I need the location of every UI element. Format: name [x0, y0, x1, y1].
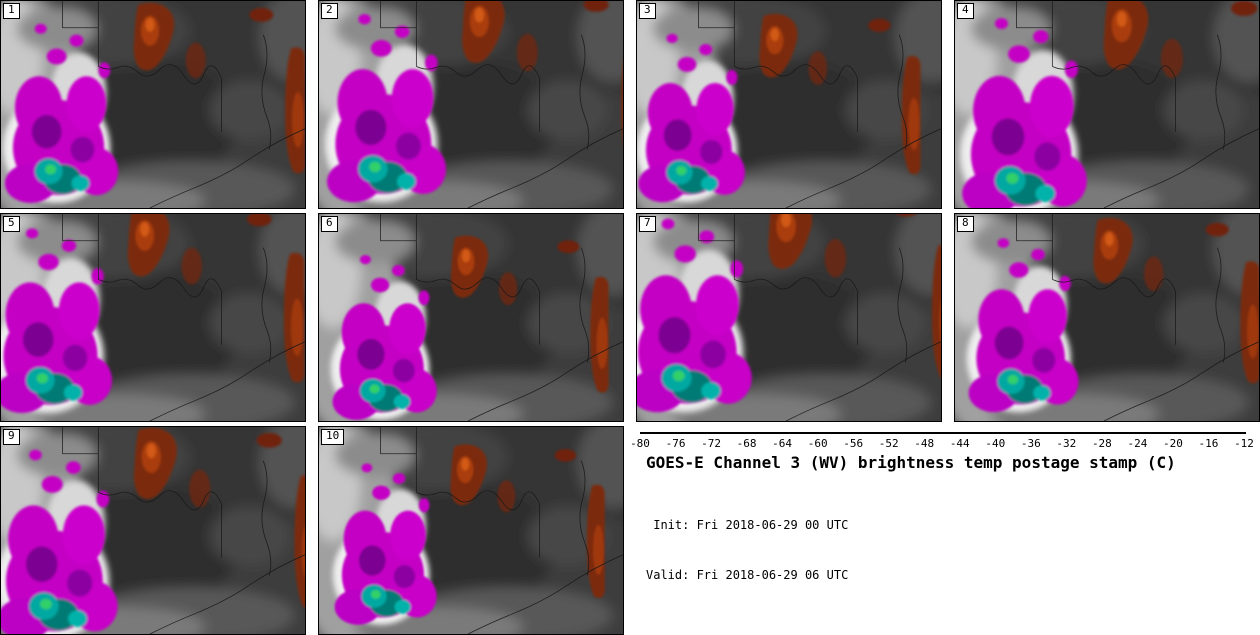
valid-time: Valid: Fri 2018-06-29 06 UTC — [646, 567, 849, 582]
member-number-label: 10 — [321, 429, 345, 445]
member-number-label: 5 — [3, 216, 20, 232]
colorbar-tick: -76 — [665, 437, 686, 450]
member-number-label: 3 — [639, 3, 656, 19]
colorbar — [640, 432, 1246, 434]
figure-title: GOES-E Channel 3 (WV) brightness temp po… — [646, 453, 1176, 472]
init-time: Init: Fri 2018-06-29 00 UTC — [646, 517, 849, 532]
member-panel-5: 5 — [0, 213, 306, 422]
satellite-image — [637, 214, 941, 421]
member-panel-4: 4 — [954, 0, 1260, 209]
legend-area: -80 -76 -72 -68 -64 -60 -56 -52 -48 -44 -40 -36 -32 -… — [630, 426, 1260, 635]
member-number-label: 8 — [957, 216, 974, 232]
member-number-label: 9 — [3, 429, 20, 445]
colorbar-tick: -48 — [914, 437, 935, 450]
colorbar-tick: -52 — [878, 437, 899, 450]
satellite-image — [955, 214, 1259, 421]
colorbar-tick: -56 — [843, 437, 864, 450]
colorbar-tick: -32 — [1056, 437, 1077, 450]
member-panel-1: 1 — [0, 0, 306, 209]
member-number-label: 1 — [3, 3, 20, 19]
member-panel-7: 7 — [636, 213, 942, 422]
colorbar-tick: -28 — [1091, 437, 1112, 450]
satellite-image — [637, 1, 941, 208]
colorbar-tick: -44 — [949, 437, 970, 450]
member-panel-6: 6 — [318, 213, 624, 422]
member-panel-8: 8 — [954, 213, 1260, 422]
member-panel-9: 9 — [0, 426, 306, 635]
satellite-image — [955, 1, 1259, 208]
colorbar-tick: -12 — [1234, 437, 1254, 450]
satellite-image — [1, 214, 305, 421]
member-panel-10: 10 — [318, 426, 624, 635]
colorbar-tick: -16 — [1198, 437, 1219, 450]
colorbar-tick: -20 — [1163, 437, 1183, 450]
member-panel-2: 2 — [318, 0, 624, 209]
satellite-image — [1, 427, 305, 634]
satellite-image — [319, 1, 623, 208]
colorbar-tick: -72 — [701, 437, 721, 450]
satellite-image — [319, 427, 623, 634]
colorbar-tick: -36 — [1020, 437, 1041, 450]
colorbar-tick: -80 — [630, 437, 650, 450]
member-number-label: 2 — [321, 3, 338, 19]
colorbar-tick: -24 — [1127, 437, 1148, 450]
satellite-image — [319, 214, 623, 421]
colorbar-tick: -40 — [985, 437, 1006, 450]
member-number-label: 6 — [321, 216, 338, 232]
member-panel-3: 3 — [636, 0, 942, 209]
member-number-label: 7 — [639, 216, 656, 232]
colorbar-tick: -68 — [736, 437, 757, 450]
member-number-label: 4 — [957, 3, 974, 19]
timing-block: Init: Fri 2018-06-29 00 UTC Valid: Fri 2… — [646, 483, 848, 617]
satellite-image — [1, 1, 305, 208]
colorbar-tick: -60 — [807, 437, 828, 450]
colorbar-tick: -64 — [772, 437, 793, 450]
